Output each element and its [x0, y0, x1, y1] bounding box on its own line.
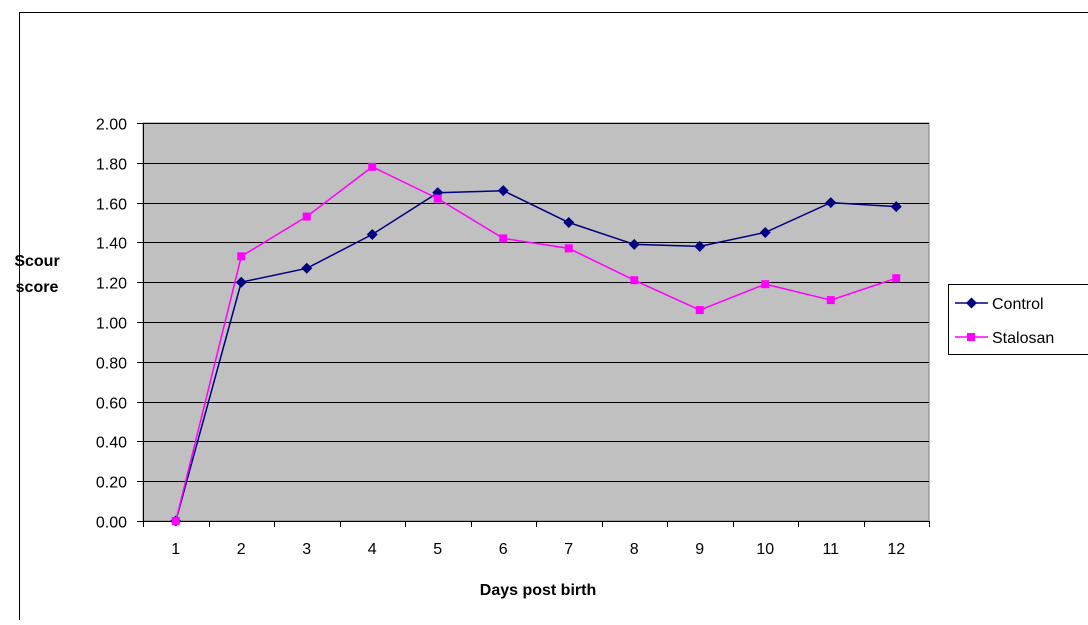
x-tick-label: 7 [564, 541, 573, 558]
x-tick-label: 6 [499, 541, 508, 558]
y-tick-label: 0.20 [96, 475, 127, 492]
y-tick-label: 1.60 [96, 197, 127, 214]
y-tick-label: 1.40 [96, 236, 127, 253]
stalosan-point [565, 244, 573, 252]
legend-stalosan-marker [967, 333, 975, 341]
y-tick-label: 1.80 [96, 157, 127, 174]
legend: Control Stalosan [949, 285, 1088, 355]
stalosan-point [499, 234, 507, 242]
stalosan-point [303, 213, 311, 221]
x-tick-label: 2 [237, 541, 246, 558]
x-tick-label: 12 [887, 541, 905, 558]
y-tick-label: 2.00 [96, 117, 127, 134]
y-tick-label: 0.40 [96, 435, 127, 452]
x-axis-title: Days post birth [480, 582, 596, 599]
stalosan-point [172, 517, 180, 525]
stalosan-point [630, 276, 638, 284]
x-tick-label: 4 [368, 541, 377, 558]
stalosan-point [696, 306, 704, 314]
x-tick-label: 3 [302, 541, 311, 558]
y-axis-title-line1: Scour [14, 253, 59, 270]
x-tick-label: 8 [630, 541, 639, 558]
x-tick-label: 10 [756, 541, 774, 558]
y-tick-label: 0.80 [96, 356, 127, 373]
stalosan-point [892, 274, 900, 282]
y-axis-title-line2: score [16, 279, 59, 296]
stalosan-point [237, 252, 245, 260]
legend-control-label: Control [992, 296, 1044, 313]
x-tick-label: 1 [171, 541, 180, 558]
stalosan-point [761, 280, 769, 288]
x-tick-label: 11 [822, 541, 839, 558]
stalosan-point [827, 296, 835, 304]
stalosan-point [368, 163, 376, 171]
y-tick-label: 0.00 [96, 515, 127, 532]
y-tick-label: 1.20 [96, 276, 127, 293]
x-tick-label: 5 [433, 541, 442, 558]
y-tick-label: 1.00 [96, 316, 127, 333]
x-tick-label: 9 [695, 541, 704, 558]
stalosan-point [434, 195, 442, 203]
legend-stalosan-label: Stalosan [992, 330, 1054, 347]
y-tick-label: 0.60 [96, 396, 127, 413]
